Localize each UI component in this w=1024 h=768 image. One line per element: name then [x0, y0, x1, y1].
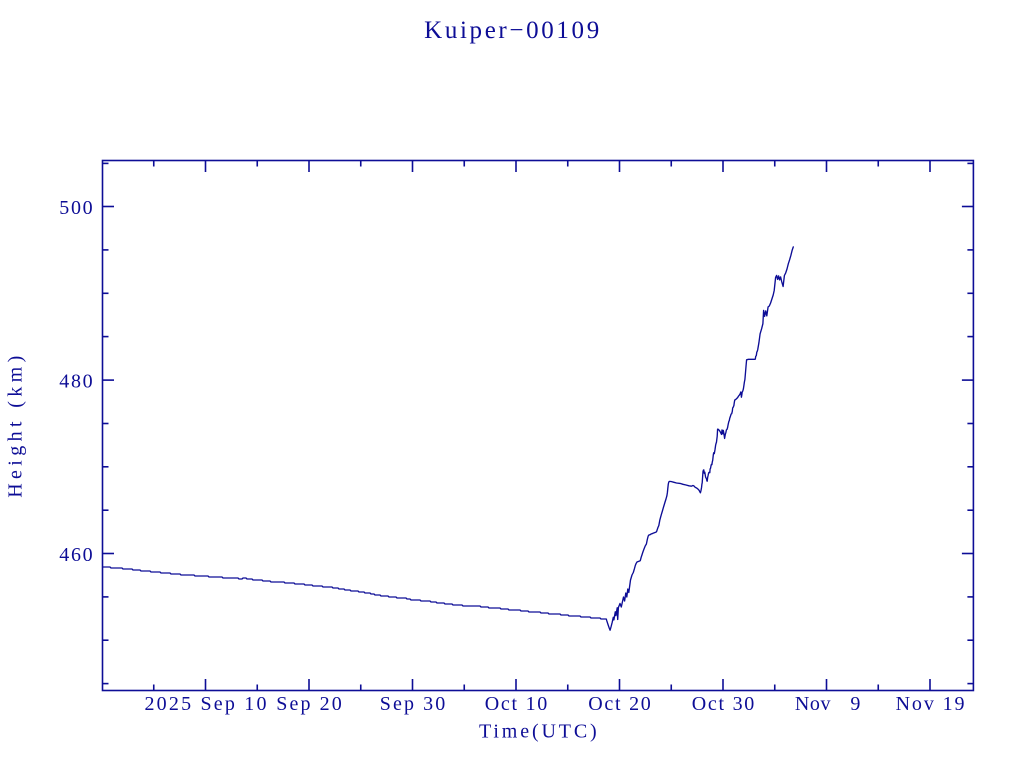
svg-text:Kuiper−00109: Kuiper−00109: [424, 17, 602, 44]
svg-text:Nov 19: Nov 19: [896, 693, 967, 715]
svg-text:500: 500: [59, 197, 94, 219]
svg-text:Time(UTC): Time(UTC): [479, 720, 600, 742]
svg-text:Height (km): Height (km): [4, 351, 26, 497]
svg-text:Nov: Nov: [795, 693, 831, 715]
svg-text:Sep 20: Sep 20: [276, 693, 344, 715]
svg-text:9: 9: [850, 693, 860, 715]
svg-text:Sep 30: Sep 30: [380, 693, 448, 715]
svg-text:2025 Sep 10: 2025 Sep 10: [144, 693, 268, 715]
svg-text:Oct 20: Oct 20: [588, 693, 652, 715]
svg-text:460: 460: [59, 544, 94, 566]
svg-text:Oct 10: Oct 10: [485, 693, 549, 715]
svg-text:Oct 30: Oct 30: [692, 693, 756, 715]
svg-text:480: 480: [59, 371, 94, 393]
